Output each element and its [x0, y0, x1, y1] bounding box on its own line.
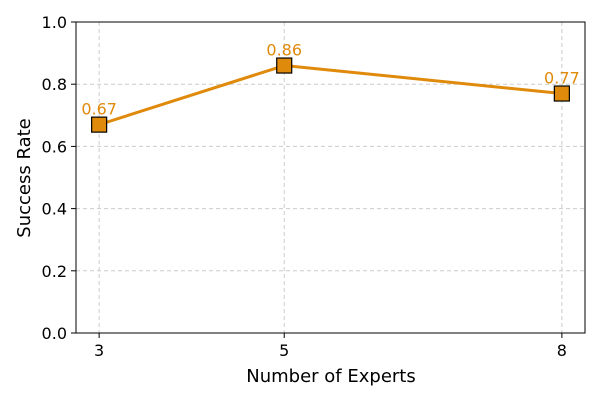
- x-tick-label: 8: [557, 341, 567, 360]
- data-point-marker: [276, 57, 293, 74]
- plot-frame: [75, 21, 586, 334]
- plot-axes: [75, 21, 586, 334]
- x-tick-label: 5: [279, 341, 289, 360]
- data-point-marker: [91, 116, 108, 133]
- data-label: 0.86: [266, 41, 302, 60]
- data-label: 0.77: [544, 69, 580, 88]
- x-tick-label: 3: [94, 341, 104, 360]
- y-axis-title: Success Rate: [14, 118, 35, 237]
- y-tick-label: 0.6: [42, 137, 67, 156]
- y-tick-label: 1.0: [42, 13, 67, 32]
- data-point-marker: [553, 85, 570, 102]
- y-tick-label: 0.2: [42, 262, 67, 281]
- data-labels: 0.67 0.86 0.77: [81, 41, 579, 119]
- data-label: 0.67: [81, 100, 117, 119]
- x-axis-title: Number of Experts: [246, 366, 415, 387]
- grid-lines: [76, 21, 585, 334]
- series-line: [98, 64, 563, 127]
- axis-ticks: 0.0 0.2 0.4 0.6 0.8 1.0 3 5 8: [42, 13, 567, 360]
- data-series: [91, 57, 570, 133]
- y-tick-label: 0.0: [42, 324, 67, 343]
- y-tick-label: 0.4: [42, 200, 67, 219]
- y-tick-label: 0.8: [42, 75, 67, 94]
